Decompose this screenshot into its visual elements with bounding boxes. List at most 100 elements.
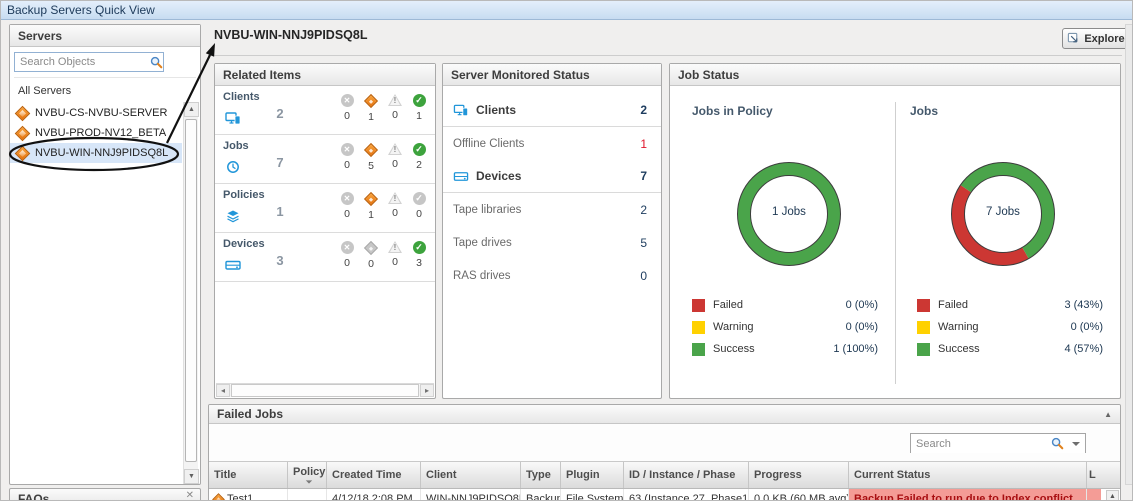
scroll-left-icon[interactable]: ◂: [216, 384, 230, 397]
faqs-label: FAQs: [18, 492, 50, 501]
warning-legend-chip: [692, 320, 705, 334]
server-search-input[interactable]: [14, 52, 164, 72]
column-header-current-status[interactable]: Current Status: [849, 462, 1087, 488]
window-titlebar: Backup Servers Quick View: [1, 1, 1132, 20]
window-right-scroll-strip[interactable]: [1125, 24, 1132, 485]
explore-label: Explore: [1084, 32, 1125, 45]
success-status-icon: [412, 94, 426, 107]
clients-total: 2: [276, 106, 284, 121]
server-name: NVBU-WIN-NNJ9PIDSQ8L: [35, 147, 169, 159]
failed-jobs-header: Failed Jobs ▲: [209, 405, 1120, 424]
server-search-row: [14, 52, 196, 78]
related-row-clients[interactable]: Clients 2 0 1 0 1: [215, 86, 435, 135]
warning-status-icon: [388, 143, 402, 155]
scroll-down-icon[interactable]: ▼: [184, 469, 199, 484]
job-client: WIN-NNJ9PIDSQ8L: [421, 489, 521, 500]
job-status-title: Job Status: [678, 68, 740, 82]
server-list: NVBU-CS-NVBU-SERVER NVBU-PROD-NV12_BETA …: [10, 101, 200, 163]
job-log-cell: [1087, 489, 1101, 500]
jobs-donut-chart: [951, 162, 1055, 266]
collapse-panel-icon[interactable]: ▲: [1104, 410, 1112, 419]
horizontal-scrollbar[interactable]: ◂ ▸: [216, 383, 434, 397]
scrollbar-thumb[interactable]: [231, 384, 419, 397]
related-items-title: Related Items: [223, 68, 302, 82]
related-items-panel: Related Items Clients 2 0 1 0 1 Jobs 7 0: [214, 63, 436, 399]
explore-button[interactable]: Explore: [1062, 28, 1130, 49]
failed-jobs-panel: Failed Jobs ▲ Title Policy Created Time …: [208, 404, 1121, 501]
jobs-in-policy-chart-title: Jobs in Policy: [692, 104, 773, 118]
scroll-up-icon[interactable]: ▲: [184, 102, 199, 117]
server-monitored-status-panel: Server Monitored Status Clients 2 Offlin…: [442, 63, 662, 399]
failed-jobs-table-header: Title Policy Created Time Client Type Pl…: [209, 461, 1120, 489]
search-options-caret-icon[interactable]: [1072, 442, 1080, 446]
failed-jobs-toolbar: [209, 424, 1120, 461]
column-header-title[interactable]: Title: [209, 462, 288, 488]
status-row-offline-clients: Offline Clients 1: [453, 136, 647, 151]
servers-panel-header: Servers: [10, 25, 200, 47]
status-row-tape-libraries: Tape libraries 2: [453, 202, 647, 217]
column-header-policy[interactable]: Policy: [288, 462, 327, 488]
warning-status-icon: [388, 241, 402, 253]
jobs-total: 7: [276, 155, 284, 170]
server-name: NVBU-PROD-NV12_BETA: [35, 127, 167, 139]
legend-row: Success 4 (57%): [917, 338, 1103, 360]
failed-jobs-search-input[interactable]: [911, 435, 1085, 453]
policies-total: 1: [276, 204, 284, 219]
jobs-legend: Failed 3 (43%) Warning 0 (0%) Success 4 …: [917, 294, 1103, 360]
warning-status-icon: [388, 94, 402, 106]
servers-panel: Servers All Servers NVBU-CS-NVBU-SERVER …: [9, 24, 201, 485]
search-icon[interactable]: [149, 55, 164, 70]
job-created-time: 4/12/18 2:08 PM: [327, 489, 421, 500]
jobs-in-policy-center-label: 1 Jobs: [772, 206, 806, 218]
related-row-jobs[interactable]: Jobs 7 0 5 0 2: [215, 135, 435, 184]
jobs-chart-title: Jobs: [910, 104, 939, 118]
clients-icon: [453, 103, 470, 118]
status-row-clients: Clients 2: [443, 94, 661, 127]
devices-total: 3: [276, 253, 284, 268]
failed-legend-chip: [692, 298, 705, 312]
success-status-icon: [412, 192, 426, 205]
success-legend-chip: [917, 342, 930, 356]
column-header-created-time[interactable]: Created Time: [327, 462, 421, 488]
server-list-item[interactable]: NVBU-PROD-NV12_BETA: [10, 123, 182, 143]
server-list-item-selected[interactable]: NVBU-WIN-NNJ9PIDSQ8L: [10, 143, 182, 163]
column-header-id-instance-phase[interactable]: ID / Instance / Phase: [624, 462, 749, 488]
servers-panel-title: Servers: [18, 29, 63, 43]
aborted-status-icon: [340, 143, 354, 156]
column-header-log[interactable]: L: [1089, 469, 1096, 481]
scrollbar-thumb[interactable]: [185, 119, 197, 462]
related-row-devices[interactable]: Devices 3 0 0 0 3: [215, 233, 435, 282]
legend-row: Warning 0 (0%): [917, 316, 1103, 338]
job-title: Test1: [227, 493, 254, 501]
column-header-plugin[interactable]: Plugin: [561, 462, 624, 488]
column-header-type[interactable]: Type: [521, 462, 561, 488]
server-name: NVBU-CS-NVBU-SERVER: [35, 107, 168, 119]
netvault-server-icon: [14, 125, 31, 141]
scroll-right-icon[interactable]: ▸: [420, 384, 434, 397]
failed-job-row[interactable]: Test1 4/12/18 2:08 PM WIN-NNJ9PIDSQ8L Ba…: [209, 489, 1120, 501]
search-icon[interactable]: [1050, 436, 1065, 451]
related-row-policies[interactable]: Policies 1 0 1 0 0: [215, 184, 435, 233]
tape-drives-count: 5: [640, 235, 647, 250]
server-list-item[interactable]: NVBU-CS-NVBU-SERVER: [10, 103, 182, 123]
clients-count: 2: [640, 103, 647, 117]
netvault-server-icon: [14, 105, 31, 121]
related-items-header: Related Items: [215, 64, 435, 86]
job-status-panel: Job Status Jobs in Policy Jobs 1 Jobs 7 …: [669, 63, 1121, 399]
job-status-header: Job Status: [670, 64, 1120, 86]
selected-server-title: NVBU-WIN-NNJ9PIDSQ8L: [214, 28, 368, 42]
faqs-collapsed-panel[interactable]: FAQs ✕: [9, 488, 201, 501]
jobs-center-label: 7 Jobs: [986, 206, 1020, 218]
scroll-up-icon[interactable]: ▲: [1106, 490, 1119, 500]
column-header-progress[interactable]: Progress: [749, 462, 849, 488]
server-monitored-status-title: Server Monitored Status: [451, 68, 590, 82]
column-header-client[interactable]: Client: [421, 462, 521, 488]
status-row-ras-drives: RAS drives 0: [453, 268, 647, 283]
sidebar-scrollbar[interactable]: ▲ ▼: [183, 102, 199, 484]
success-status-icon: [412, 143, 426, 156]
close-icon[interactable]: ✕: [185, 490, 194, 501]
sort-descending-icon: [306, 479, 313, 484]
all-servers-label: All Servers: [18, 85, 72, 97]
devices-count: 7: [640, 169, 647, 183]
